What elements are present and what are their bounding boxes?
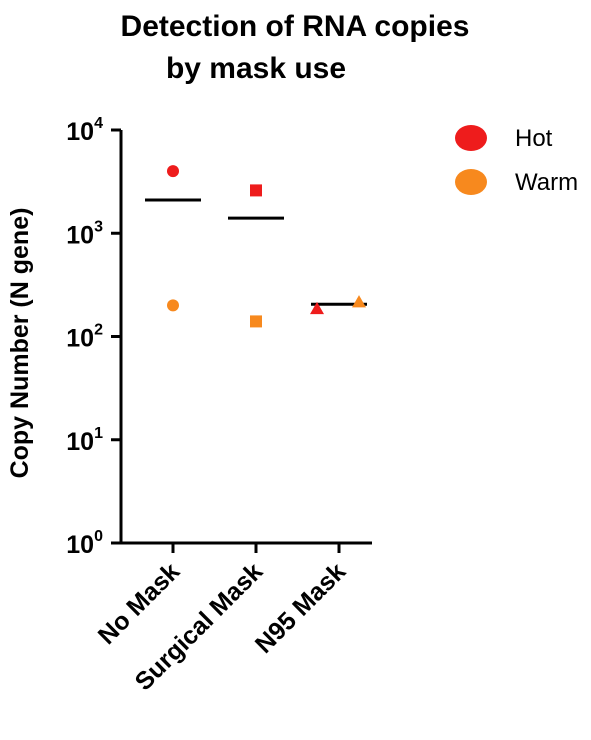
legend: Hot Warm xyxy=(455,125,578,196)
point-hot-n95-mask xyxy=(310,301,324,315)
point-warm-no-mask xyxy=(167,299,179,312)
x-tick-label-2: N95 Mask xyxy=(250,557,351,658)
legend-label-warm: Warm xyxy=(515,169,578,196)
point-hot-surgical-mask xyxy=(250,184,262,197)
y-tick-label-2: 102 xyxy=(66,322,103,353)
point-warm-surgical-mask xyxy=(250,315,262,328)
chart-title-line-1: Detection of RNA copies xyxy=(121,10,470,43)
y-tick-label-0: 100 xyxy=(66,528,103,559)
legend-swatch-hot xyxy=(455,125,487,151)
y-axis-label: Copy Number (N gene) xyxy=(6,208,34,479)
y-tick-label-4: 104 xyxy=(66,115,103,146)
chart-title-line-2: by mask use xyxy=(166,52,346,85)
point-hot-no-mask xyxy=(167,165,179,178)
data-marks xyxy=(145,165,367,328)
legend-swatch-warm xyxy=(455,169,487,195)
y-tick-label-1: 101 xyxy=(66,425,103,456)
y-tick-label-3: 103 xyxy=(66,218,103,249)
legend-label-hot: Hot xyxy=(515,125,553,152)
point-warm-n95-mask xyxy=(352,295,366,308)
chart-title: Detection of RNA copies by mask use xyxy=(121,10,470,85)
